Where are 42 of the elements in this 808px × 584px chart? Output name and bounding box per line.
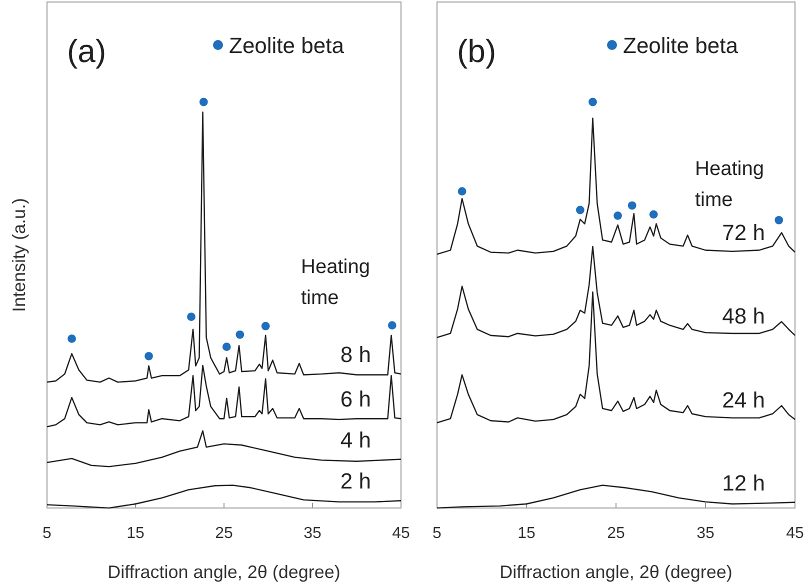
point bbox=[458, 187, 466, 196]
annotation: Heating time bbox=[695, 158, 764, 211]
legend-label: Zeolite beta bbox=[229, 33, 345, 58]
x-tick-label: 25 bbox=[607, 525, 625, 542]
point bbox=[649, 210, 658, 219]
series-label: 48 h bbox=[722, 303, 765, 328]
x-tick-label: 15 bbox=[518, 525, 536, 542]
x-tick-label: 35 bbox=[696, 525, 714, 542]
point bbox=[774, 216, 784, 224]
point bbox=[68, 334, 76, 343]
point bbox=[199, 98, 208, 106]
series-label: 6 h bbox=[340, 386, 371, 412]
series-label: 24 h bbox=[722, 387, 765, 412]
point bbox=[261, 322, 270, 330]
x-tick-label: 35 bbox=[304, 525, 322, 542]
series-label: 8 h bbox=[340, 342, 371, 368]
point bbox=[187, 312, 196, 321]
annotation: Heating time bbox=[301, 256, 370, 309]
point bbox=[588, 98, 597, 106]
x-tick-label: 5 bbox=[432, 525, 442, 542]
point bbox=[144, 352, 153, 360]
chart-title: (a) bbox=[67, 33, 106, 69]
x-tick-label: 5 bbox=[42, 525, 52, 542]
point bbox=[576, 206, 584, 214]
series-label: 4 h bbox=[340, 427, 371, 452]
point bbox=[614, 211, 622, 220]
y-axis-title: Intensity (a.u.) bbox=[9, 198, 29, 312]
x-tick-label: 45 bbox=[786, 525, 804, 542]
point bbox=[628, 201, 636, 210]
series-label: 72 h bbox=[722, 220, 765, 246]
x-tick-label: 45 bbox=[392, 525, 410, 542]
chart-title: (b) bbox=[457, 33, 496, 69]
x-tick-label: 25 bbox=[215, 525, 233, 542]
series-label: 2 h bbox=[340, 468, 371, 494]
series-label: 12 h bbox=[722, 470, 765, 496]
x-axis-title: Diffraction angle, 2θ (degree) bbox=[500, 562, 732, 582]
point bbox=[236, 330, 244, 339]
x-tick-label: 15 bbox=[126, 525, 144, 542]
x-axis-title: Diffraction angle, 2θ (degree) bbox=[108, 562, 340, 582]
point bbox=[222, 342, 231, 352]
legend-label: Zeolite beta bbox=[623, 33, 739, 58]
point bbox=[388, 321, 396, 330]
